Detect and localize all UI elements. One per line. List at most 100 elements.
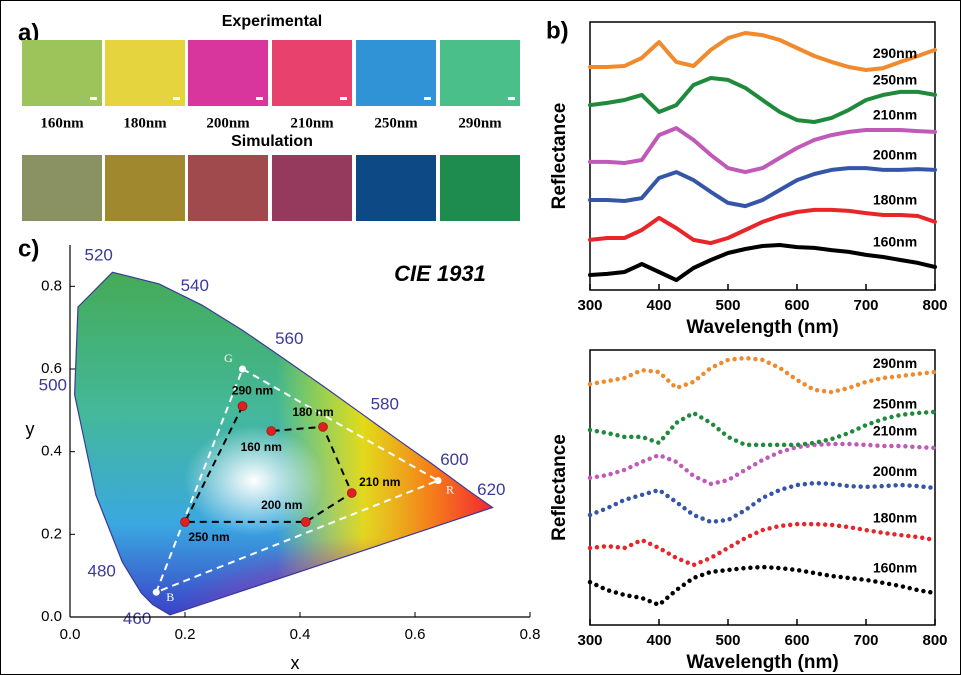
swatch	[356, 40, 436, 106]
x-tick-label: 0.4	[290, 626, 311, 643]
swatch	[22, 155, 102, 221]
sample-point	[266, 426, 277, 436]
wavelength-label: 480	[87, 562, 115, 581]
swatch	[272, 40, 352, 106]
sample-label: 180 nm	[292, 405, 333, 419]
series-label: 180nm	[873, 510, 917, 526]
sample-label: 210 nm	[359, 475, 400, 489]
x-tick-label: 500	[715, 632, 740, 649]
sample-label: 200 nm	[261, 498, 302, 512]
wavelength-label: 540	[181, 276, 209, 295]
series-label: 210nm	[873, 107, 917, 123]
swatch	[440, 40, 520, 106]
swatch	[272, 155, 352, 221]
series-label: 290nm	[873, 355, 917, 371]
sample-point	[180, 517, 190, 527]
swatch-label: 160nm	[40, 115, 84, 131]
series-label: 160nm	[873, 560, 917, 576]
color-gamut-fill	[74, 272, 493, 615]
wavelength-label: 460	[123, 609, 151, 628]
x-axis-label: Wavelength (nm)	[686, 652, 838, 673]
y-axis-label: y	[26, 419, 35, 439]
y-tick-label: 0.0	[41, 608, 62, 625]
wavelength-label: 520	[85, 245, 113, 264]
swatch-label: 210nm	[290, 115, 334, 131]
chart-title: CIE 1931	[394, 261, 486, 286]
series-label: 160nm	[873, 234, 917, 250]
sample-point	[300, 517, 311, 527]
sample-point	[346, 488, 357, 498]
swatch	[188, 155, 268, 221]
panel-label: c)	[18, 235, 39, 262]
wavelength-label: 560	[275, 329, 303, 348]
x-tick-label: 300	[577, 632, 602, 649]
y-axis-label: Reflectance	[549, 434, 570, 541]
swatch-label: 250nm	[374, 115, 418, 131]
series-label: 180nm	[873, 192, 917, 208]
row-title: Experimental	[222, 13, 322, 30]
swatch	[188, 40, 268, 106]
wavelength-label: 580	[371, 395, 399, 414]
plot-frame	[589, 21, 936, 291]
scale-bar	[508, 97, 515, 100]
sample-point	[237, 401, 248, 412]
primary-point	[434, 477, 442, 485]
spectrum-line	[587, 480, 938, 525]
x-tick-label: 600	[784, 297, 809, 314]
x-tick-label: 400	[646, 297, 671, 314]
y-tick-label: 0.2	[41, 525, 62, 542]
series-label: 250nm	[873, 72, 917, 88]
series-label: 290nm	[873, 45, 917, 61]
spectrum-line	[588, 126, 937, 175]
primary-point	[239, 365, 246, 373]
x-tick-label: 500	[715, 297, 740, 314]
wavelength-label: 620	[477, 480, 505, 499]
x-tick-label: 700	[853, 297, 878, 314]
swatch	[440, 155, 520, 221]
y-tick-label: 0.8	[41, 277, 62, 294]
x-tick-label: 800	[922, 632, 947, 649]
x-tick-label: 300	[577, 297, 602, 314]
sample-path	[183, 405, 354, 523]
swatch	[105, 155, 185, 221]
swatch	[22, 40, 102, 106]
sample-label: 160 nm	[241, 440, 282, 454]
x-tick-label: 600	[784, 632, 809, 649]
spectrum-line	[587, 409, 938, 448]
panel-label: a)	[18, 19, 39, 46]
panels: a) Experimental Simulation 160nm 180nm 200nm 2…	[18, 13, 948, 673]
scale-bar	[173, 97, 180, 100]
wavelength-label: 600	[440, 450, 468, 469]
sample-label: 290 nm	[232, 383, 273, 397]
swatch	[105, 40, 185, 106]
series-label: 210nm	[873, 423, 917, 439]
scale-bar	[90, 97, 97, 100]
scale-bar	[424, 97, 431, 100]
x-axis-label: Wavelength (nm)	[686, 317, 838, 338]
y-tick-label: 0.4	[41, 443, 62, 460]
swatch-label: 180nm	[123, 115, 167, 131]
x-tick-label: 700	[853, 632, 878, 649]
swatch-label: 290nm	[458, 115, 502, 131]
y-tick-label: 0.6	[41, 360, 62, 377]
spectrum-line	[587, 355, 938, 395]
spectrum-line	[587, 521, 938, 568]
x-tick-label: 0.8	[520, 626, 541, 643]
spectrum-line	[588, 243, 937, 283]
x-tick-label: 800	[922, 297, 947, 314]
primary-label: B	[166, 590, 174, 604]
scale-bar	[256, 97, 263, 100]
series-label: 200nm	[873, 463, 917, 479]
swatch	[356, 155, 436, 221]
plot-frame	[589, 349, 936, 626]
spectrum-line	[587, 441, 938, 487]
x-axis-label: x	[291, 653, 300, 673]
spectrum-line	[588, 31, 937, 72]
panel-label: b)	[546, 17, 569, 44]
spectrum-line	[587, 564, 938, 608]
spectrum-line	[588, 166, 937, 209]
spectrum-line	[588, 207, 937, 246]
wavelength-label: 500	[39, 376, 67, 395]
primary-point	[152, 588, 160, 596]
